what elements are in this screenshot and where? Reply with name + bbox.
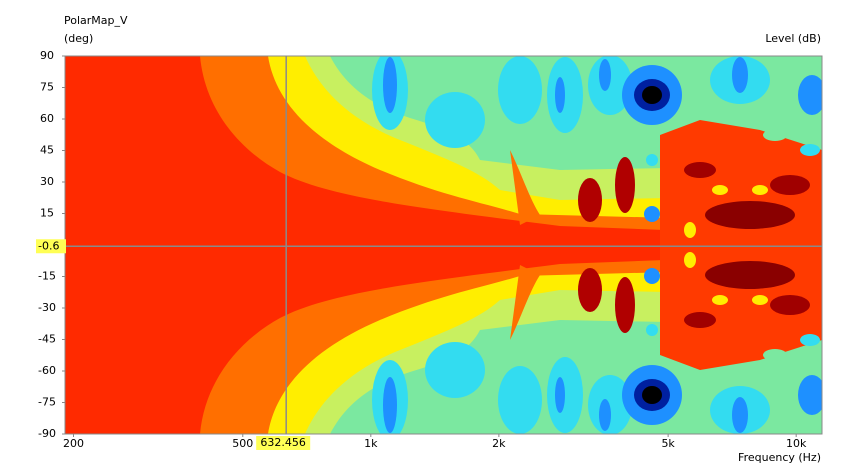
cursor-y-label-bg: [36, 239, 66, 254]
x-tick-label: 2k: [492, 437, 506, 450]
x-tick-label: 500: [232, 437, 253, 450]
x-tick-label: 10k: [786, 437, 807, 450]
y-tick-label: 60: [40, 112, 54, 125]
x-tick-label: 5k: [661, 437, 675, 450]
x-axis-label: Frequency (Hz): [738, 451, 821, 464]
y-tick-label: 15: [40, 207, 54, 220]
y-tick-label: 30: [40, 175, 54, 188]
y-unit: (deg): [64, 32, 93, 45]
chart-title: PolarMap_V: [64, 14, 128, 27]
y-tick-label: -45: [38, 333, 56, 346]
cursor-y-label: -0.6: [38, 239, 59, 252]
y-tick-label: -75: [38, 396, 56, 409]
contour-map: [65, 56, 822, 434]
y-tick-label: -15: [38, 270, 56, 283]
x-tick-label: 200: [63, 437, 84, 450]
y-tick-label: -60: [38, 364, 56, 377]
x-tick-label: 1k: [364, 437, 378, 450]
y-tick-label: 90: [40, 49, 54, 62]
cursor-x-label-bg: [256, 436, 311, 450]
y-tick-label: 75: [40, 81, 54, 94]
y-tick-label: 45: [40, 144, 54, 157]
cursor-x-label: 632.456: [260, 436, 306, 449]
level-label: Level (dB): [765, 32, 821, 45]
contour-half: [200, 56, 822, 245]
y-tick-label: -90: [38, 427, 56, 440]
y-tick-label: -30: [38, 301, 56, 314]
